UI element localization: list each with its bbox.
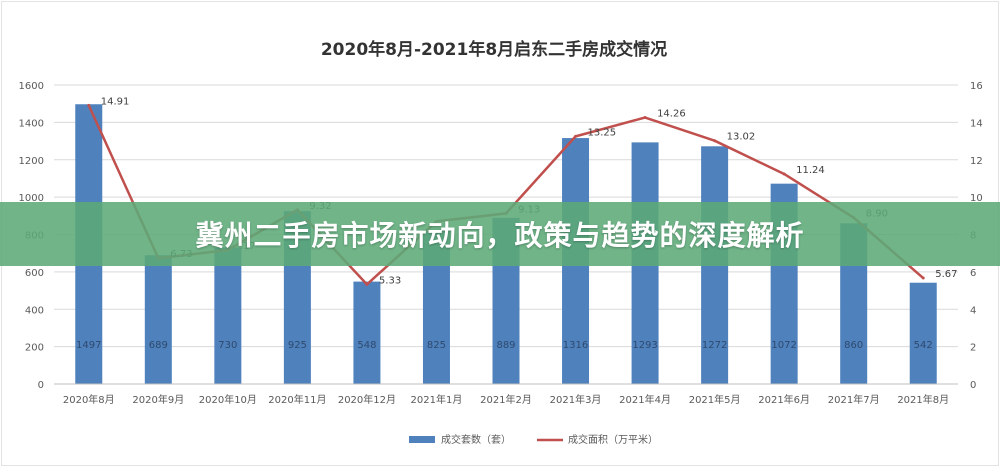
bar-data-label: 1293 xyxy=(632,340,657,351)
bar xyxy=(353,281,381,384)
bar-data-label: 1316 xyxy=(563,340,588,351)
bar-data-label: 689 xyxy=(149,340,168,351)
headline-text: 冀州二手房市场新动向，政策与趋势的深度解析 xyxy=(195,219,805,252)
line-point xyxy=(643,116,647,120)
line-point xyxy=(574,134,578,138)
x-tick-label: 2020年10月 xyxy=(199,393,257,406)
chart-title: 2020年8月-2021年8月启东二手房成交情况 xyxy=(321,39,667,60)
x-tick-label: 2021年6月 xyxy=(758,393,810,406)
line-data-label: 5.67 xyxy=(935,269,957,280)
line-point xyxy=(921,276,925,280)
headline-banner: 冀州二手房市场新动向，政策与趋势的深度解析 xyxy=(0,202,1000,266)
legend-label-line: 成交面积（万平米） xyxy=(568,433,658,446)
bar xyxy=(909,282,937,384)
y-left-tick-label: 0 xyxy=(38,380,44,391)
y-left-tick-label: 400 xyxy=(25,305,44,316)
line-data-label: 13.25 xyxy=(588,127,617,138)
x-tick-label: 2021年7月 xyxy=(828,393,880,406)
bar-data-label: 860 xyxy=(844,340,863,351)
y-left-tick-label: 600 xyxy=(25,268,44,279)
y-left-tick-label: 1200 xyxy=(19,156,44,167)
axes: 0200400600800100012001400160002468101214… xyxy=(19,81,983,406)
line-data-label: 14.26 xyxy=(657,109,686,120)
x-tick-label: 2020年12月 xyxy=(338,393,396,406)
y-right-tick-label: 12 xyxy=(970,156,983,167)
line-point xyxy=(365,282,369,286)
bar-data-label: 1272 xyxy=(702,340,727,351)
y-right-tick-label: 4 xyxy=(970,305,976,316)
bar xyxy=(144,255,172,384)
bar-data-label: 825 xyxy=(427,340,446,351)
x-tick-label: 2021年5月 xyxy=(689,393,741,406)
y-right-tick-label: 10 xyxy=(970,193,983,204)
y-left-tick-label: 1000 xyxy=(19,193,44,204)
bar xyxy=(214,247,242,384)
bar-data-label: 889 xyxy=(496,340,515,351)
y-left-tick-label: 1600 xyxy=(19,81,44,92)
x-tick-label: 2020年11月 xyxy=(268,393,326,406)
y-right-tick-label: 6 xyxy=(970,268,976,279)
bar-data-label: 1497 xyxy=(76,340,101,351)
line-data-label: 5.33 xyxy=(379,275,401,286)
line-point xyxy=(782,172,786,176)
x-tick-label: 2021年3月 xyxy=(550,393,602,406)
x-tick-label: 2020年9月 xyxy=(132,393,184,406)
x-tick-label: 2021年4月 xyxy=(619,393,671,406)
y-right-tick-label: 0 xyxy=(970,380,976,391)
legend: 成交套数（套） 成交面积（万平米） xyxy=(409,433,658,446)
bar-data-label: 1072 xyxy=(771,340,796,351)
bar-data-label: 548 xyxy=(357,340,376,351)
line-point xyxy=(87,103,91,107)
line-data-label: 14.91 xyxy=(101,96,130,107)
y-right-tick-label: 16 xyxy=(970,81,983,92)
y-right-tick-label: 14 xyxy=(970,118,983,129)
y-left-tick-label: 1400 xyxy=(19,118,44,129)
x-tick-label: 2021年8月 xyxy=(897,393,949,406)
x-tick-label: 2021年2月 xyxy=(480,393,532,406)
legend-swatch-bar xyxy=(409,436,435,443)
x-tick-label: 2021年1月 xyxy=(411,393,463,406)
x-tick-label: 2020年8月 xyxy=(63,393,115,406)
line-data-label: 13.02 xyxy=(727,132,756,143)
y-left-tick-label: 200 xyxy=(25,343,44,354)
bar-data-label: 925 xyxy=(288,340,307,351)
line-point xyxy=(713,139,717,143)
bar-data-label: 730 xyxy=(218,340,237,351)
legend-label-bar: 成交套数（套） xyxy=(441,433,511,446)
line-data-label: 11.24 xyxy=(796,165,825,176)
y-right-tick-label: 2 xyxy=(970,343,976,354)
bar-data-label: 542 xyxy=(914,340,933,351)
